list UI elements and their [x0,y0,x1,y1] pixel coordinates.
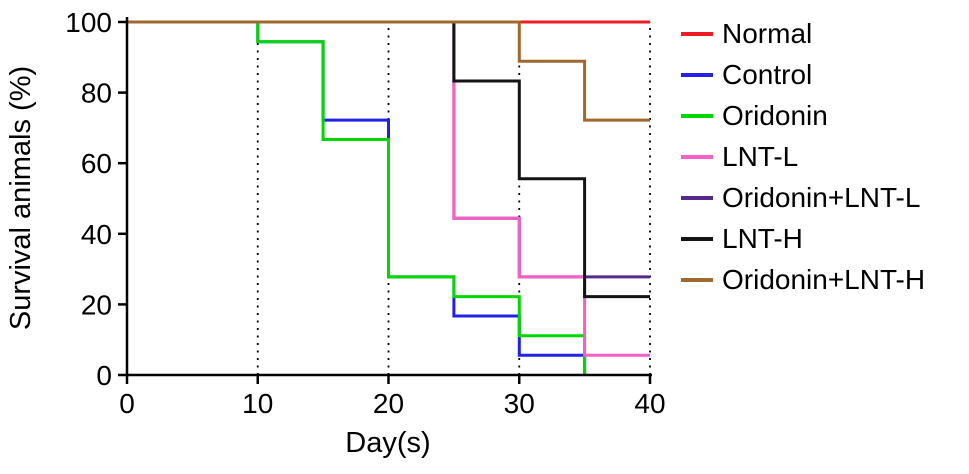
axes: 0 10 20 30 40 0 20 40 60 80 100 [65,7,665,419]
y-tick-label-100: 100 [65,7,112,38]
legend-item-control: Control [681,54,925,95]
x-tick-label-30: 30 [504,388,535,419]
x-axis-label: Day(s) [345,427,430,459]
series-line-oridonin [127,20,587,375]
legend-label-lnt-l: LNT-L [722,140,799,172]
series-line-oridonin-lnt-h [127,20,650,122]
y-axis-label: Survival animals (%) [5,66,37,330]
legend-item-oridonin: Oridonin [681,95,925,136]
legend: Normal Control Oridonin LNT-L Oridonin+LNT-L… [681,13,925,300]
legend-swatch-lnt-h [681,236,713,241]
legend-item-oridonin-lnt-l: Oridonin+LNT-L [681,177,925,218]
legend-label-lnt-h: LNT-H [722,222,803,254]
series-line-control [127,20,587,375]
legend-label-oridonin-lnt-h: Oridonin+LNT-H [722,263,926,295]
legend-swatch-control [681,72,713,77]
legend-swatch-oridonin [681,113,713,118]
legend-item-lnt-h: LNT-H [681,218,925,259]
y-tick-label-40: 40 [81,219,112,250]
legend-swatch-normal [681,31,713,36]
y-tick-label-60: 60 [81,148,112,179]
series-lines [127,20,650,375]
x-tick-label-20: 20 [373,388,404,419]
x-tick-label-0: 0 [119,388,135,419]
legend-swatch-oridonin-lnt-h [681,277,713,282]
y-tick-label-0: 0 [96,360,112,391]
legend-label-normal: Normal [722,17,813,49]
legend-item-lnt-l: LNT-L [681,136,925,177]
legend-label-oridonin: Oridonin [722,99,828,131]
x-tick-label-40: 40 [634,388,665,419]
x-tick-label-10: 10 [242,388,273,419]
legend-swatch-oridonin-lnt-l [681,195,713,200]
legend-label-control: Control [722,58,813,90]
y-tick-label-20: 20 [81,289,112,320]
legend-item-normal: Normal [681,13,925,54]
legend-item-oridonin-lnt-h: Oridonin+LNT-H [681,259,925,300]
y-tick-label-80: 80 [81,78,112,109]
legend-swatch-lnt-l [681,154,713,159]
series-line-lnt-h [127,20,650,299]
legend-label-oridonin-lnt-l: Oridonin+LNT-L [722,181,921,213]
